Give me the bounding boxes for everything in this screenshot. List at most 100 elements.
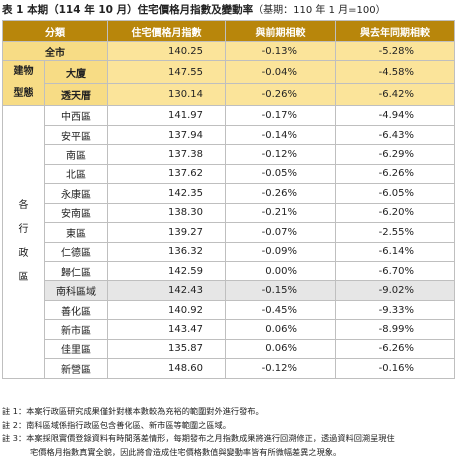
row-yoy: -6.29% xyxy=(335,144,455,165)
row-index: 136.32 xyxy=(107,241,226,262)
row-label: 安南區 xyxy=(44,202,108,224)
row-yoy: -2.55% xyxy=(335,222,455,243)
table-row: 各 行 政 區 中西區 141.97 -0.17% -4.94% xyxy=(2,105,455,379)
table-row: 安南區 138.30 -0.21% -6.20% xyxy=(3,202,455,224)
table-title: 表 1 本期（114 年 10 月）住宅價格月指數及變動率（基期：110 年 1… xyxy=(2,1,386,17)
total-row: 全市 140.25 -0.13% -5.28% xyxy=(2,40,455,62)
row-mom: 0.06% xyxy=(225,338,336,360)
row-mom: -0.26% xyxy=(225,82,336,107)
row-mom: -0.07% xyxy=(225,222,336,243)
district-group-label-char: 行 xyxy=(18,224,29,235)
row-label: 大廈 xyxy=(44,60,108,84)
row-index: 141.97 xyxy=(107,105,226,126)
district-group-label-char: 區 xyxy=(18,272,29,283)
row-yoy: -9.02% xyxy=(335,280,455,301)
row-yoy: -4.94% xyxy=(335,105,455,126)
row-yoy: -6.42% xyxy=(335,82,455,107)
table-row: 新營區 148.60 -0.12% -0.16% xyxy=(3,358,455,379)
table-row: 仁德區 136.32 -0.09% -6.14% xyxy=(3,241,455,262)
row-label: 善化區 xyxy=(44,299,108,321)
table-row: 透天厝 130.14 -0.26% -6.42% xyxy=(2,82,455,107)
row-index: 138.30 xyxy=(107,202,226,224)
row-label: 新營區 xyxy=(44,358,108,379)
building-group-label: 建物 型態 xyxy=(2,60,45,107)
row-mom: -0.21% xyxy=(225,202,336,224)
total-index: 140.25 xyxy=(107,40,226,62)
row-mom: -0.45% xyxy=(225,299,336,321)
row-mom: -0.17% xyxy=(225,105,336,126)
row-mom: -0.14% xyxy=(225,124,336,146)
total-label: 全市 xyxy=(2,40,108,62)
row-yoy: -4.58% xyxy=(335,60,455,84)
row-yoy: -6.20% xyxy=(335,202,455,224)
row-yoy: -0.16% xyxy=(335,358,455,379)
row-index: 148.60 xyxy=(107,358,226,379)
row-index: 143.47 xyxy=(107,319,226,340)
row-yoy: -8.99% xyxy=(335,319,455,340)
row-label: 仁德區 xyxy=(44,241,108,262)
table-row: 善化區 140.92 -0.45% -9.33% xyxy=(3,299,455,321)
row-label: 新市區 xyxy=(44,319,108,340)
table-row-highlighted: 南科區域 142.43 -0.15% -9.02% xyxy=(3,280,455,301)
row-index: 140.92 xyxy=(107,299,226,321)
row-yoy: -6.26% xyxy=(335,338,455,360)
row-mom: -0.26% xyxy=(225,183,336,204)
row-label: 歸仁區 xyxy=(44,260,108,282)
row-mom: 0.00% xyxy=(225,260,336,282)
row-yoy: -6.14% xyxy=(335,241,455,262)
header-row: 分類 住宅價格月指數 與前期相較 與去年同期相較 xyxy=(2,20,455,42)
price-index-table: 分類 住宅價格月指數 與前期相較 與去年同期相較 全市 140.25 -0.13… xyxy=(2,20,455,379)
row-label: 南區 xyxy=(44,144,108,165)
district-group-label-char: 政 xyxy=(18,248,29,259)
footnotes: 註 1：本案行政區研究成果僅針對樣本數較為充裕的範圍對外進行發布。 註 2：南科… xyxy=(2,405,454,459)
row-mom: -0.09% xyxy=(225,241,336,262)
header-yoy: 與去年同期相較 xyxy=(335,20,455,42)
row-label: 中西區 xyxy=(44,105,108,126)
table-row: 北區 137.62 -0.05% -6.26% xyxy=(3,163,455,185)
row-index: 139.27 xyxy=(107,222,226,243)
header-category: 分類 xyxy=(2,20,108,42)
table-row: 永康區 142.35 -0.26% -6.05% xyxy=(3,183,455,204)
row-index: 135.87 xyxy=(107,338,226,360)
footnote: 註 2：南科區域係指行政區包含善化區、新市區等範圍之區域。 xyxy=(2,419,231,430)
table-row: 新市區 143.47 0.06% -8.99% xyxy=(3,319,455,340)
row-label: 南科區域 xyxy=(44,280,108,301)
row-index: 142.43 xyxy=(107,280,226,301)
row-mom: -0.05% xyxy=(225,163,336,185)
row-label: 安平區 xyxy=(44,124,108,146)
row-index: 137.94 xyxy=(107,124,226,146)
building-group-label-line: 型態 xyxy=(13,88,34,100)
row-mom: -0.12% xyxy=(225,358,336,379)
row-mom: -0.15% xyxy=(225,280,336,301)
row-label: 北區 xyxy=(44,163,108,185)
row-index: 137.62 xyxy=(107,163,226,185)
row-index: 142.35 xyxy=(107,183,226,204)
row-yoy: -6.26% xyxy=(335,163,455,185)
total-yoy: -5.28% xyxy=(335,40,455,62)
row-yoy: -9.33% xyxy=(335,299,455,321)
row-label: 佳里區 xyxy=(44,338,108,360)
table-row: 佳里區 135.87 0.06% -6.26% xyxy=(3,338,455,360)
row-index: 130.14 xyxy=(107,82,226,107)
footnote-continuation: 宅價格月指數真實全貌，因此將會造成住宅價格數值與變動率皆有所微幅差異之現象。 xyxy=(30,446,342,457)
table-row: 建物 型態 大廈 147.55 -0.04% -4.58% xyxy=(2,60,455,107)
district-group-label-char: 各 xyxy=(18,200,29,211)
row-mom: -0.12% xyxy=(225,144,336,165)
table-row: 安平區 137.94 -0.14% -6.43% xyxy=(3,124,455,146)
row-index: 142.59 xyxy=(107,260,226,282)
row-yoy: -6.70% xyxy=(335,260,455,282)
header-mom: 與前期相較 xyxy=(225,20,336,42)
total-mom: -0.13% xyxy=(225,40,336,62)
header-index: 住宅價格月指數 xyxy=(107,20,226,42)
row-label: 透天厝 xyxy=(44,82,108,107)
table-row: 南區 137.38 -0.12% -6.29% xyxy=(3,144,455,165)
row-yoy: -6.43% xyxy=(335,124,455,146)
row-index: 147.55 xyxy=(107,60,226,84)
district-group-label: 各 行 政 區 xyxy=(2,105,45,379)
title-base-note: （基期：110 年 1 月=100） xyxy=(253,5,386,16)
footnote: 註 1：本案行政區研究成果僅針對樣本數較為充裕的範圍對外進行發布。 xyxy=(2,406,264,416)
row-index: 137.38 xyxy=(107,144,226,165)
table-row: 歸仁區 142.59 0.00% -6.70% xyxy=(3,260,455,282)
building-group-label-line: 建物 xyxy=(13,66,34,78)
row-label: 東區 xyxy=(44,222,108,243)
